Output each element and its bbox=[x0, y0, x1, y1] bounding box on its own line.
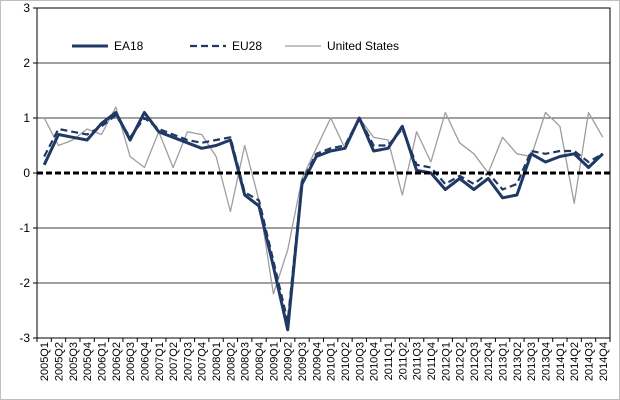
x-tick-label: 2009Q2 bbox=[283, 342, 295, 381]
x-tick-label: 2005Q4 bbox=[82, 342, 94, 381]
x-tick-label: 2008Q4 bbox=[254, 342, 266, 381]
y-tick-label: 2 bbox=[23, 56, 30, 70]
x-tick-label: 2014Q4 bbox=[598, 342, 610, 381]
x-tick-label: 2010Q1 bbox=[326, 342, 338, 381]
y-tick-label: -2 bbox=[19, 276, 30, 290]
x-tick-label: 2012Q4 bbox=[483, 342, 495, 381]
y-tick-label: -1 bbox=[19, 221, 30, 235]
legend: EA18 EU28 United States bbox=[72, 39, 399, 53]
x-tick-label: 2014Q2 bbox=[569, 342, 581, 381]
x-tick-label: 2009Q4 bbox=[311, 342, 323, 381]
series-group bbox=[37, 106, 610, 332]
x-tick-label: 2013Q3 bbox=[526, 342, 538, 381]
series-line-ea18 bbox=[42, 111, 604, 332]
x-tick-label: 2005Q1 bbox=[39, 342, 51, 381]
x-tick-label: 2011Q3 bbox=[412, 342, 424, 380]
x-tick-label: 2010Q4 bbox=[369, 342, 381, 381]
x-tick-label: 2010Q2 bbox=[340, 342, 352, 381]
y-axis-ticks: -3 -2 -1 0 1 2 3 bbox=[19, 1, 37, 345]
legend-label-ea18: EA18 bbox=[114, 39, 144, 53]
x-tick-label: 2007Q2 bbox=[168, 342, 180, 381]
x-tick-label: 2012Q2 bbox=[455, 342, 467, 381]
x-tick-label: 2013Q4 bbox=[541, 342, 553, 381]
series-line-united-states bbox=[43, 106, 604, 295]
x-tick-label: 2009Q1 bbox=[268, 342, 280, 381]
x-tick-label: 2012Q1 bbox=[440, 342, 452, 381]
x-axis-ticks: 2005Q1 2005Q2 2005Q3 2005Q4 2006Q1 2006Q2 2006… bbox=[36, 338, 611, 381]
x-tick-label: 2014Q1 bbox=[555, 342, 567, 381]
x-tick-label: 2013Q2 bbox=[512, 342, 524, 381]
x-tick-label: 2008Q3 bbox=[240, 342, 252, 381]
x-tick-label: 2006Q4 bbox=[139, 342, 151, 381]
x-tick-label: 2007Q4 bbox=[197, 342, 209, 381]
x-tick-label: 2007Q1 bbox=[154, 342, 166, 381]
x-tick-label: 2011Q4 bbox=[426, 342, 438, 380]
x-tick-label: 2014Q3 bbox=[584, 342, 596, 381]
x-tick-label: 2012Q3 bbox=[469, 342, 481, 381]
x-tick-label: 2010Q3 bbox=[354, 342, 366, 381]
y-tick-label: 0 bbox=[23, 166, 30, 180]
x-tick-label: 2006Q1 bbox=[96, 342, 108, 381]
x-tick-label: 2008Q1 bbox=[211, 342, 223, 381]
x-tick-label: 2009Q3 bbox=[297, 342, 309, 381]
x-tick-label: 2008Q2 bbox=[225, 342, 237, 381]
x-tick-label: 2013Q1 bbox=[498, 342, 510, 381]
y-tick-label: 3 bbox=[23, 1, 30, 15]
y-tick-label: 1 bbox=[23, 111, 30, 125]
x-tick-label: 2005Q2 bbox=[53, 342, 65, 381]
legend-label-united-states: United States bbox=[327, 39, 399, 53]
legend-label-eu28: EU28 bbox=[232, 39, 262, 53]
y-tick-label: -3 bbox=[19, 331, 30, 345]
x-tick-label: 2005Q3 bbox=[68, 342, 80, 381]
x-tick-label: 2006Q2 bbox=[111, 342, 123, 381]
x-tick-label: 2006Q3 bbox=[125, 342, 137, 381]
x-tick-label: 2011Q1 bbox=[383, 342, 395, 380]
x-tick-label: 2011Q2 bbox=[397, 342, 409, 380]
x-tick-label: 2007Q3 bbox=[182, 342, 194, 381]
